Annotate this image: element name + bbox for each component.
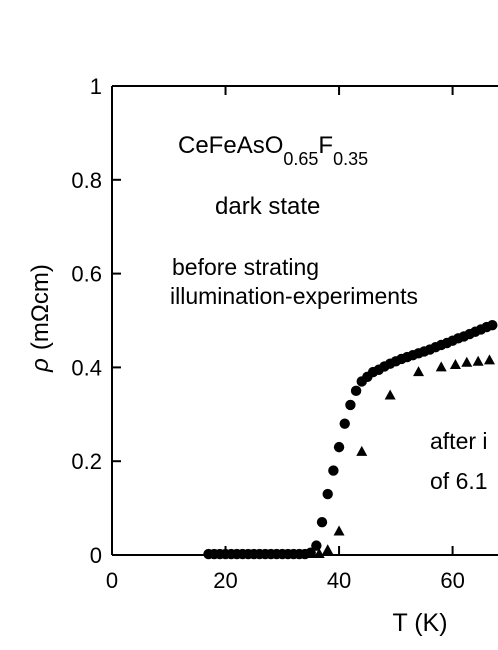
x-tick-label: 20 [213, 568, 237, 593]
compound-fluorine: F [318, 132, 333, 159]
data-point-circle [311, 540, 322, 551]
axes-layer: 0 0.2 0.4 0.6 0.8 1 0 20 40 60 [71, 74, 498, 593]
data-point-circle [345, 399, 356, 411]
before-annotation-line1: before strating [172, 254, 319, 280]
y-tick-label: 0.6 [71, 262, 102, 287]
compound-formula-annotation: CeFeAsO0.65F0.35 [178, 132, 368, 169]
data-point-circle [328, 465, 339, 476]
data-point-circle [333, 441, 345, 453]
after-annotation-line2: of 6.1 [430, 468, 488, 494]
y-axis-label-unit: (mΩcm) [27, 264, 54, 350]
compound-sub-fluorine: 0.35 [333, 149, 368, 169]
data-point-triangle [483, 354, 495, 365]
x-tick-label: 40 [327, 568, 351, 593]
y-tick-label: 0.2 [71, 449, 102, 474]
data-point-triangle [356, 445, 368, 456]
x-axis-label: T (K) [392, 609, 447, 637]
svg-text:ρ(mΩcm): ρ (mΩcm) [27, 264, 54, 373]
data-point-triangle [322, 544, 334, 555]
y-tick-label: 0.4 [71, 355, 102, 380]
compound-base: CeFeAsO [178, 132, 283, 159]
y-tick-label: 0.8 [71, 168, 102, 193]
dark-state-annotation: dark state [215, 193, 320, 220]
y-axis-label-symbol: ρ [27, 358, 54, 373]
data-point-circle [322, 488, 333, 500]
data-point-circle [350, 385, 362, 397]
data-point-triangle [313, 548, 325, 559]
marks-layer [203, 319, 498, 560]
x-tick-label: 60 [440, 568, 464, 593]
data-point-triangle [413, 366, 425, 377]
y-tick-label: 0 [90, 543, 102, 568]
data-point-circle [487, 319, 498, 331]
data-point-triangle [449, 359, 461, 370]
data-point-triangle [384, 389, 396, 400]
data-point-triangle [305, 548, 317, 559]
after-annotation-line1: after i [430, 428, 488, 454]
data-point-triangle [472, 355, 484, 366]
compound-sub-oxygen: 0.65 [283, 149, 318, 169]
data-point-triangle [461, 356, 473, 367]
before-annotation-line2: illumination-experiments [170, 283, 418, 309]
data-point-triangle [435, 361, 447, 372]
data-point-circle [316, 516, 328, 528]
y-axis-label: ρ (mΩcm) [27, 264, 54, 373]
data-point-circle [339, 418, 350, 429]
data-point-triangle [333, 525, 345, 536]
x-tick-label: 0 [106, 568, 118, 593]
y-tick-label: 1 [90, 74, 102, 99]
